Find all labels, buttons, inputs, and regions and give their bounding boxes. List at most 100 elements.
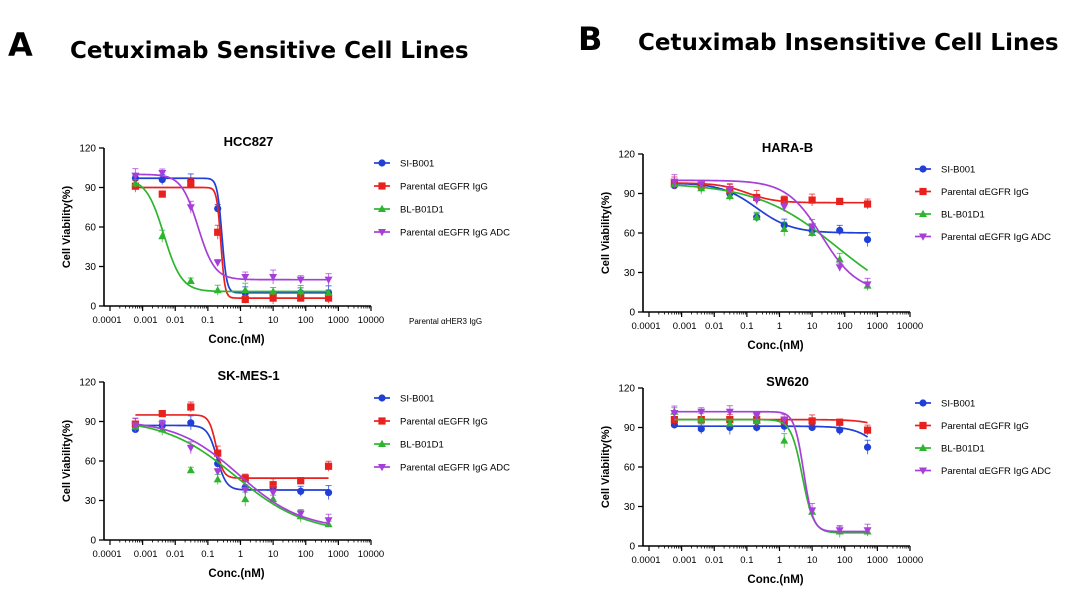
- skmes1-ytick-label: 60: [85, 457, 97, 468]
- sw620-point: [697, 425, 705, 433]
- hcc827-series-3: [131, 168, 333, 286]
- hcc827-point: [186, 276, 195, 284]
- sw620-legend-marker: [919, 421, 927, 430]
- hcc827-ytick-label: 90: [85, 183, 97, 194]
- hcc827-point: [296, 287, 305, 295]
- harab-xlabel: Conc.(nM): [747, 340, 803, 352]
- hcc827-point: [296, 276, 305, 284]
- harab-point: [780, 203, 789, 211]
- hcc827-point: [241, 286, 250, 294]
- skmes1-point: [296, 510, 305, 518]
- harab-xtick-label: 0.01: [705, 321, 724, 332]
- sw620-xtick-label: 10: [807, 555, 818, 566]
- sw620-legend-item: BL-B01D1: [915, 444, 985, 455]
- sw620-point: [780, 436, 789, 444]
- harab-xtick-label: 0.1: [740, 321, 753, 332]
- hcc827-point: [269, 287, 278, 295]
- hcc827-title: HCC827: [224, 134, 274, 149]
- hcc827-point: [269, 274, 278, 282]
- skmes1-xlabel: Conc.(nM): [208, 568, 264, 580]
- skmes1-xtick-label: 0.0001: [92, 549, 121, 560]
- skmes1-legend-item: Parental αEGFR IgG: [374, 417, 488, 428]
- hcc827-point: [158, 170, 167, 178]
- hcc827-ytick-label: 0: [90, 302, 96, 313]
- sw620-xtick-label: 0.1: [740, 555, 753, 566]
- panel-a-letter: A: [8, 26, 33, 64]
- hcc827-xtick-label: 100: [298, 315, 314, 326]
- harab-legend-marker: [919, 233, 927, 241]
- hcc827-xtick-label: 1000: [328, 315, 349, 326]
- sw620-point: [725, 419, 734, 427]
- hcc827-fit-curve: [135, 173, 329, 281]
- sw620-legend-label: Parental αEGFR IgG ADC: [941, 466, 1051, 477]
- harab-ytick-label: 30: [624, 268, 636, 279]
- skmes1-point: [324, 462, 333, 470]
- hcc827-point: [324, 294, 333, 302]
- sw620-xtick-label: 0.0001: [631, 555, 660, 566]
- sw620-title: SW620: [766, 374, 809, 389]
- skmes1-point: [158, 421, 167, 429]
- hcc827-xtick-label: 0.1: [201, 315, 214, 326]
- sw620-legend-marker: [919, 399, 927, 407]
- harab-ylabel: Cell Viability(%): [600, 192, 612, 275]
- skmes1-fit-curve: [135, 424, 329, 527]
- chart-hcc827: HCC827 0 30 60 90 120 0.0001 0.001 0.01 0.1 1 10 100…: [61, 134, 510, 346]
- harab-point: [863, 281, 872, 289]
- sw620-legend-item: SI-B001: [915, 399, 975, 410]
- skmes1-series-3: [131, 417, 333, 527]
- sw620-point: [697, 415, 706, 423]
- harab-ytick-label: 0: [629, 308, 635, 319]
- skmes1-point: [214, 449, 222, 457]
- skmes1-point: [213, 475, 222, 483]
- hcc827-point: [297, 294, 305, 302]
- hcc827-xtick-label: 10: [268, 315, 279, 326]
- skmes1-point: [324, 517, 333, 525]
- skmes1-point: [187, 419, 195, 427]
- harab-point: [836, 197, 844, 205]
- harab-legend-item: BL-B01D1: [915, 210, 985, 221]
- hcc827-legend-marker: [378, 204, 386, 212]
- skmes1-ytick-label: 30: [85, 496, 97, 507]
- harab-xtick-label: 1: [777, 321, 782, 332]
- hcc827-legend-marker: [378, 159, 386, 167]
- hcc827-point: [131, 172, 140, 180]
- sw620-point: [863, 443, 872, 451]
- harab-point: [808, 196, 816, 204]
- harab-point: [836, 226, 844, 234]
- sw620-fit-curve: [674, 425, 869, 438]
- skmes1-legend-marker: [378, 439, 386, 447]
- harab-legend-marker: [919, 165, 927, 173]
- harab-xtick-label: 10000: [897, 321, 923, 332]
- skmes1-legend-marker: [378, 464, 386, 472]
- hcc827-series-2: [131, 179, 333, 298]
- sw620-xtick-label: 0.001: [673, 555, 697, 566]
- harab-legend-label: Parental αEGFR IgG ADC: [941, 232, 1051, 243]
- harab-point: [863, 235, 872, 244]
- harab-fit-curve: [674, 182, 868, 234]
- harab-point: [863, 200, 872, 208]
- skmes1-legend-marker: [378, 394, 386, 402]
- skmes1-point: [158, 410, 166, 418]
- hcc827-xtick-label: 0.0001: [92, 315, 121, 326]
- skmes1-fit-curve: [135, 423, 329, 525]
- harab-xtick-label: 1000: [867, 321, 888, 332]
- skmes1-xtick-label: 1: [238, 549, 243, 560]
- chart-harab: HARA-B 0 30 60 90 120 0.0001 0.001 0.01 0.1 1 10 100…: [600, 140, 1051, 352]
- sw620-legend-item: Parental αEGFR IgG ADC: [915, 466, 1051, 477]
- hcc827-point: [158, 176, 166, 184]
- harab-point: [752, 197, 761, 205]
- hcc827-ytick-label: 60: [85, 223, 97, 234]
- hcc827-fit-curve: [135, 181, 329, 293]
- hcc827-point: [241, 274, 250, 282]
- skmes1-point: [241, 474, 249, 482]
- stray-label: Parental αHER3 IgG: [409, 317, 482, 326]
- harab-legend-label: SI-B001: [941, 165, 975, 176]
- sw620-point: [752, 416, 761, 424]
- hcc827-legend-marker: [378, 229, 386, 237]
- skmes1-xtick-label: 10000: [358, 549, 384, 560]
- hcc827-ytick-label: 30: [85, 262, 97, 273]
- hcc827-point: [158, 190, 166, 198]
- skmes1-ytick-label: 0: [90, 536, 96, 547]
- hcc827-ytick-label: 120: [79, 144, 96, 155]
- hcc827-xtick-label: 1: [238, 315, 243, 326]
